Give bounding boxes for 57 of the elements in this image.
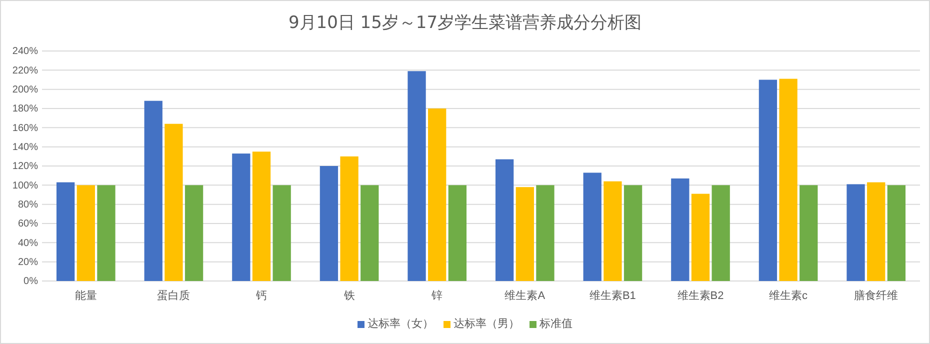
bar xyxy=(232,154,250,281)
legend-label: 标准值 xyxy=(538,317,572,330)
x-tick-label: 维生素A xyxy=(504,288,546,302)
bar xyxy=(887,185,906,281)
bar xyxy=(144,100,162,281)
bar xyxy=(516,187,534,281)
y-tick-label: 80% xyxy=(18,200,38,211)
x-tick-label: 维生素B1 xyxy=(589,288,636,302)
y-tick-label: 140% xyxy=(12,142,38,154)
x-tick-label: 膳食纤维 xyxy=(854,288,898,302)
bar xyxy=(448,185,467,281)
y-tick-label: 240% xyxy=(12,46,38,58)
y-tick-label: 0% xyxy=(24,276,38,288)
bar xyxy=(867,182,886,281)
y-tick-label: 220% xyxy=(12,65,38,76)
bar xyxy=(846,184,865,281)
x-tick-label: 能量 xyxy=(74,288,97,302)
x-tick-label: 钙 xyxy=(255,290,267,302)
bar xyxy=(360,185,379,281)
y-tick-label: 100% xyxy=(12,180,38,192)
bar xyxy=(671,178,690,281)
x-tick-label: 锌 xyxy=(430,288,443,302)
bar xyxy=(97,185,116,281)
bar xyxy=(604,181,622,281)
y-tick-label: 200% xyxy=(12,84,38,96)
bar xyxy=(691,194,710,281)
bar xyxy=(408,71,426,281)
bar xyxy=(252,152,271,281)
x-tick-label: 铁 xyxy=(342,290,355,302)
bar xyxy=(779,78,798,281)
x-tick-label: 蛋白质 xyxy=(157,288,190,302)
legend-label: 达标率（男） xyxy=(454,317,520,330)
bar xyxy=(624,185,642,281)
bar xyxy=(76,185,95,281)
bar xyxy=(583,172,602,281)
bar xyxy=(800,185,818,281)
bar xyxy=(340,156,358,281)
bar xyxy=(272,185,291,281)
bar xyxy=(428,108,446,281)
bar xyxy=(712,185,730,281)
y-tick-label: 20% xyxy=(18,257,38,268)
legend-label: 达标率（女） xyxy=(368,317,434,330)
bar xyxy=(164,124,183,281)
bar xyxy=(536,185,554,281)
y-tick-label: 120% xyxy=(12,161,38,172)
chart-title: 9月10日 15岁～17岁学生菜谱营养成分分析图 xyxy=(288,13,642,33)
y-tick-label: 60% xyxy=(18,218,38,230)
y-tick-label: 180% xyxy=(12,104,38,115)
x-tick-label: 维生素B2 xyxy=(677,288,724,302)
y-tick-label: 160% xyxy=(12,122,38,134)
bar xyxy=(184,185,204,281)
x-tick-label: 维生素c xyxy=(769,288,808,302)
y-tick-label: 40% xyxy=(18,238,38,249)
bar xyxy=(758,80,778,281)
bar xyxy=(320,166,338,281)
bar xyxy=(495,159,514,281)
bar xyxy=(56,182,75,281)
